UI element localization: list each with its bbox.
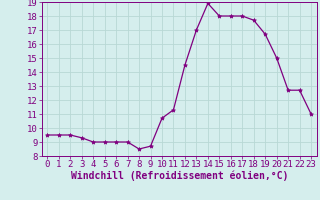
X-axis label: Windchill (Refroidissement éolien,°C): Windchill (Refroidissement éolien,°C) <box>70 171 288 181</box>
